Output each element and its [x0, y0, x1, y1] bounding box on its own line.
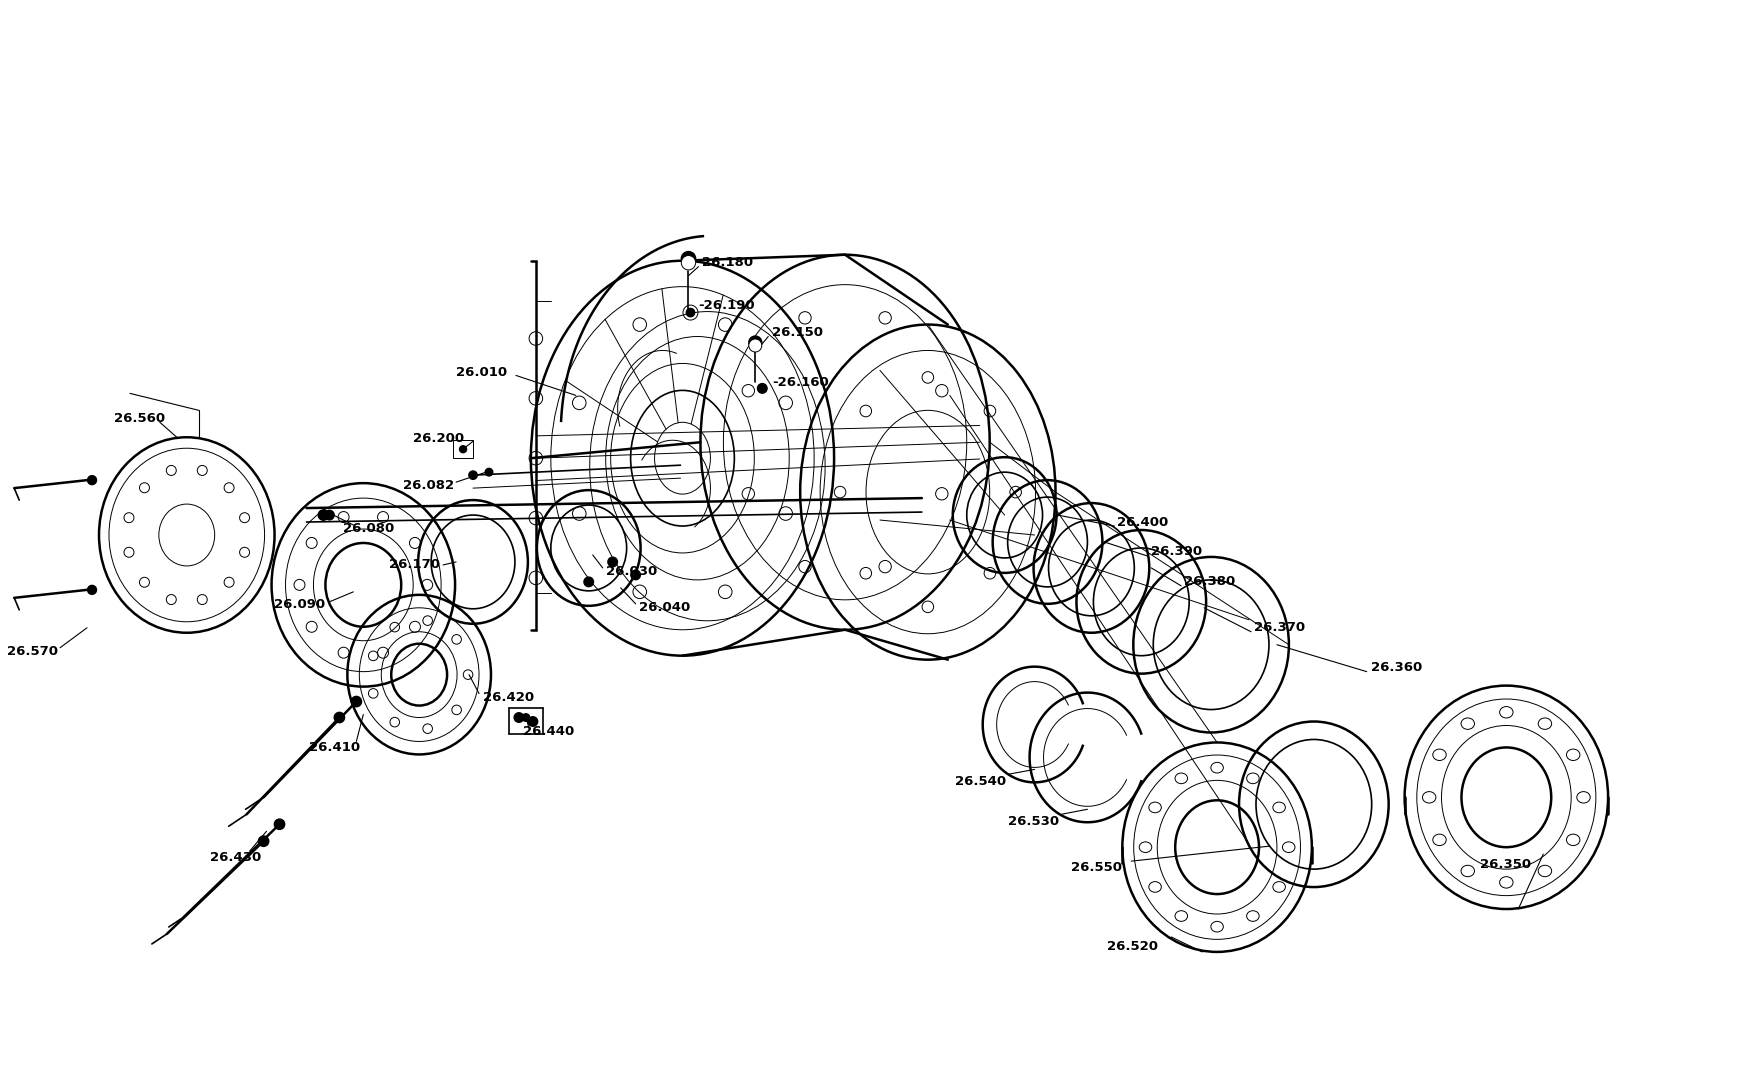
Text: 26.082: 26.082 — [403, 478, 454, 491]
Text: 26.010: 26.010 — [456, 366, 506, 379]
Text: 26.380: 26.380 — [1184, 576, 1235, 589]
Circle shape — [275, 819, 285, 829]
Circle shape — [318, 510, 329, 520]
Circle shape — [685, 308, 694, 317]
Text: 26.570: 26.570 — [7, 645, 57, 658]
Text: 26.090: 26.090 — [273, 598, 325, 611]
Circle shape — [351, 697, 362, 707]
Text: 26.440: 26.440 — [523, 725, 574, 738]
Circle shape — [259, 836, 268, 846]
Circle shape — [758, 384, 765, 393]
Text: -26.190: -26.190 — [697, 300, 755, 312]
Circle shape — [748, 336, 762, 349]
Text: 26.540: 26.540 — [955, 775, 1005, 788]
Circle shape — [87, 476, 96, 485]
Text: 26.430: 26.430 — [210, 851, 261, 863]
Text: 26.350: 26.350 — [1480, 858, 1530, 871]
Text: 26.410: 26.410 — [310, 740, 360, 754]
Text: 26.560: 26.560 — [113, 412, 165, 425]
Circle shape — [682, 251, 696, 266]
Text: 26.550: 26.550 — [1071, 860, 1122, 873]
Text: 26.370: 26.370 — [1254, 622, 1304, 635]
Text: 26.390: 26.390 — [1151, 546, 1202, 559]
Circle shape — [87, 585, 96, 594]
Text: 26.170: 26.170 — [390, 559, 440, 571]
Text: 26.520: 26.520 — [1106, 941, 1158, 953]
Text: 26.040: 26.040 — [638, 601, 689, 614]
Text: 26.530: 26.530 — [1007, 814, 1057, 828]
Ellipse shape — [748, 339, 762, 352]
Circle shape — [522, 714, 529, 721]
Circle shape — [584, 577, 593, 586]
Text: 26.360: 26.360 — [1370, 661, 1421, 674]
Circle shape — [485, 469, 492, 476]
Text: 26.420: 26.420 — [483, 691, 534, 704]
Circle shape — [334, 713, 344, 722]
Text: 26.150: 26.150 — [772, 326, 823, 339]
Circle shape — [459, 446, 466, 453]
Circle shape — [513, 713, 523, 722]
Text: 26.200: 26.200 — [412, 432, 464, 445]
Circle shape — [468, 471, 476, 479]
Circle shape — [607, 557, 617, 567]
Ellipse shape — [682, 256, 696, 270]
Circle shape — [756, 383, 767, 393]
Text: 26.400: 26.400 — [1116, 516, 1169, 529]
Text: 26.180: 26.180 — [703, 256, 753, 270]
Text: -26.160: -26.160 — [772, 376, 828, 388]
Circle shape — [527, 717, 537, 727]
Text: 26.030: 26.030 — [605, 565, 657, 579]
Circle shape — [325, 510, 334, 520]
Circle shape — [631, 570, 640, 580]
Text: 26.080: 26.080 — [343, 521, 395, 535]
